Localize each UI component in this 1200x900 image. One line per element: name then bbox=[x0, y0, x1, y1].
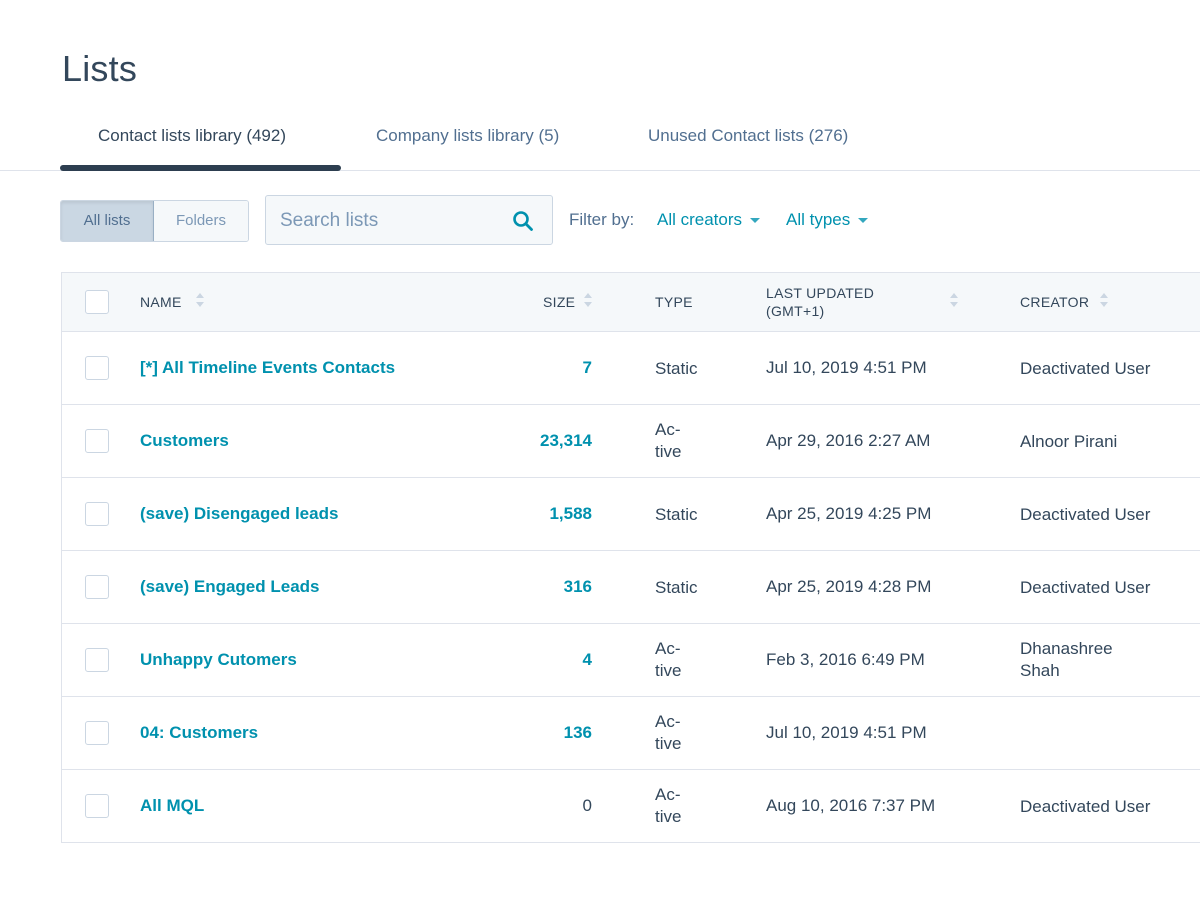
active-tab-indicator bbox=[60, 165, 341, 171]
row-checkbox[interactable] bbox=[85, 721, 109, 745]
creator: Deactivated User bbox=[1020, 505, 1151, 524]
creator: Deactivated User bbox=[1020, 359, 1151, 378]
row-checkbox[interactable] bbox=[85, 356, 109, 380]
list-size-link[interactable]: 136 bbox=[563, 723, 592, 742]
list-size-link[interactable]: 316 bbox=[563, 577, 592, 596]
column-header-type: TYPE bbox=[655, 294, 693, 310]
search-box bbox=[265, 195, 553, 245]
sort-icon[interactable] bbox=[950, 292, 958, 310]
search-icon[interactable] bbox=[512, 210, 534, 232]
creator: Deactivated User bbox=[1020, 797, 1151, 816]
sort-icon[interactable] bbox=[196, 292, 204, 310]
list-size: 0 bbox=[582, 796, 592, 815]
column-header-creator[interactable]: CREATOR bbox=[1020, 294, 1090, 310]
last-updated: Apr 29, 2016 2:27 AM bbox=[766, 431, 931, 450]
list-name-link[interactable]: Customers bbox=[140, 431, 229, 450]
creator: Deactivated User bbox=[1020, 578, 1151, 597]
list-name-link[interactable]: 04: Customers bbox=[140, 723, 259, 742]
table-row: Customers 23,314 Ac- tive Apr 29, 2016 2… bbox=[62, 405, 1200, 478]
tab-unused-contact-lists[interactable]: Unused Contact lists (276) bbox=[648, 126, 849, 145]
last-updated: Apr 25, 2019 4:25 PM bbox=[766, 504, 932, 523]
creators-filter-dropdown[interactable]: All creators bbox=[657, 210, 761, 230]
list-type: Static bbox=[655, 359, 698, 378]
column-header-timezone: (GMT+1) bbox=[766, 303, 825, 319]
tab-contact-lists-library[interactable]: Contact lists library (492) bbox=[98, 126, 287, 145]
row-checkbox[interactable] bbox=[85, 502, 109, 526]
tab-company-lists-library[interactable]: Company lists library (5) bbox=[376, 126, 560, 145]
last-updated: Aug 10, 2016 7:37 PM bbox=[766, 796, 936, 815]
list-size-link[interactable]: 23,314 bbox=[540, 431, 592, 450]
table-row: [*] All Timeline Events Contacts 7 Stati… bbox=[62, 332, 1200, 405]
table-row: Unhappy Cutomers 4 Ac- tive Feb 3, 2016 … bbox=[62, 624, 1200, 697]
table-row: (save) Disengaged leads 1,588 Static Apr… bbox=[62, 478, 1200, 551]
list-type: Ac- tive bbox=[655, 420, 682, 461]
lists-table: NAME SIZE TYPE LAST UPDATED (GMT+1) CREA… bbox=[61, 272, 1200, 843]
types-filter-dropdown[interactable]: All types bbox=[786, 210, 869, 230]
page-title: Lists bbox=[62, 48, 138, 89]
last-updated: Jul 10, 2019 4:51 PM bbox=[766, 358, 927, 377]
search-input[interactable] bbox=[278, 204, 502, 238]
creators-filter-label: All creators bbox=[657, 210, 743, 229]
filter-label: Filter by: bbox=[569, 210, 635, 229]
sort-icon[interactable] bbox=[584, 292, 592, 310]
table-row: (save) Engaged Leads 316 Static Apr 25, … bbox=[62, 551, 1200, 624]
row-checkbox[interactable] bbox=[85, 429, 109, 453]
list-name-link[interactable]: All MQL bbox=[140, 796, 205, 815]
last-updated: Apr 25, 2019 4:28 PM bbox=[766, 577, 932, 596]
creator: Dhanashree Shah bbox=[1020, 639, 1113, 680]
list-name-link[interactable]: (save) Disengaged leads bbox=[140, 504, 339, 523]
table-header: NAME SIZE TYPE LAST UPDATED (GMT+1) CREA… bbox=[62, 273, 1200, 332]
list-name-link[interactable]: Unhappy Cutomers bbox=[140, 650, 297, 669]
list-type: Static bbox=[655, 505, 698, 524]
list-type: Ac- tive bbox=[655, 712, 682, 753]
table-row: All MQL 0 Ac- tive Aug 10, 2016 7:37 PM … bbox=[62, 770, 1200, 843]
table-row: 04: Customers 136 Ac- tive Jul 10, 2019 … bbox=[62, 697, 1200, 770]
types-filter-label: All types bbox=[786, 210, 851, 229]
list-type: Ac- tive bbox=[655, 639, 682, 680]
list-name-link[interactable]: (save) Engaged Leads bbox=[140, 577, 320, 596]
view-toggle: All lists Folders bbox=[60, 200, 249, 242]
chevron-down-icon bbox=[750, 218, 761, 224]
all-lists-button[interactable]: All lists bbox=[61, 201, 154, 241]
folders-button[interactable]: Folders bbox=[154, 201, 248, 241]
row-checkbox[interactable] bbox=[85, 794, 109, 818]
select-all-checkbox[interactable] bbox=[85, 290, 109, 314]
list-type: Static bbox=[655, 578, 698, 597]
list-name-link[interactable]: [*] All Timeline Events Contacts bbox=[140, 358, 396, 377]
column-header-size[interactable]: SIZE bbox=[543, 294, 576, 310]
row-checkbox[interactable] bbox=[85, 648, 109, 672]
last-updated: Feb 3, 2016 6:49 PM bbox=[766, 650, 925, 669]
creator: Alnoor Pirani bbox=[1020, 432, 1118, 451]
list-type: Ac- tive bbox=[655, 785, 682, 826]
row-checkbox[interactable] bbox=[85, 575, 109, 599]
column-header-name[interactable]: NAME bbox=[140, 294, 182, 310]
tab-bar: Contact lists library (492) Company list… bbox=[0, 112, 1200, 171]
list-size-link[interactable]: 1,588 bbox=[549, 504, 592, 523]
column-header-last-updated[interactable]: LAST UPDATED bbox=[766, 285, 875, 301]
list-size-link[interactable]: 7 bbox=[582, 358, 592, 377]
last-updated: Jul 10, 2019 4:51 PM bbox=[766, 723, 927, 742]
chevron-down-icon bbox=[858, 218, 869, 224]
sort-icon[interactable] bbox=[1100, 292, 1108, 310]
list-size-link[interactable]: 4 bbox=[582, 650, 592, 669]
